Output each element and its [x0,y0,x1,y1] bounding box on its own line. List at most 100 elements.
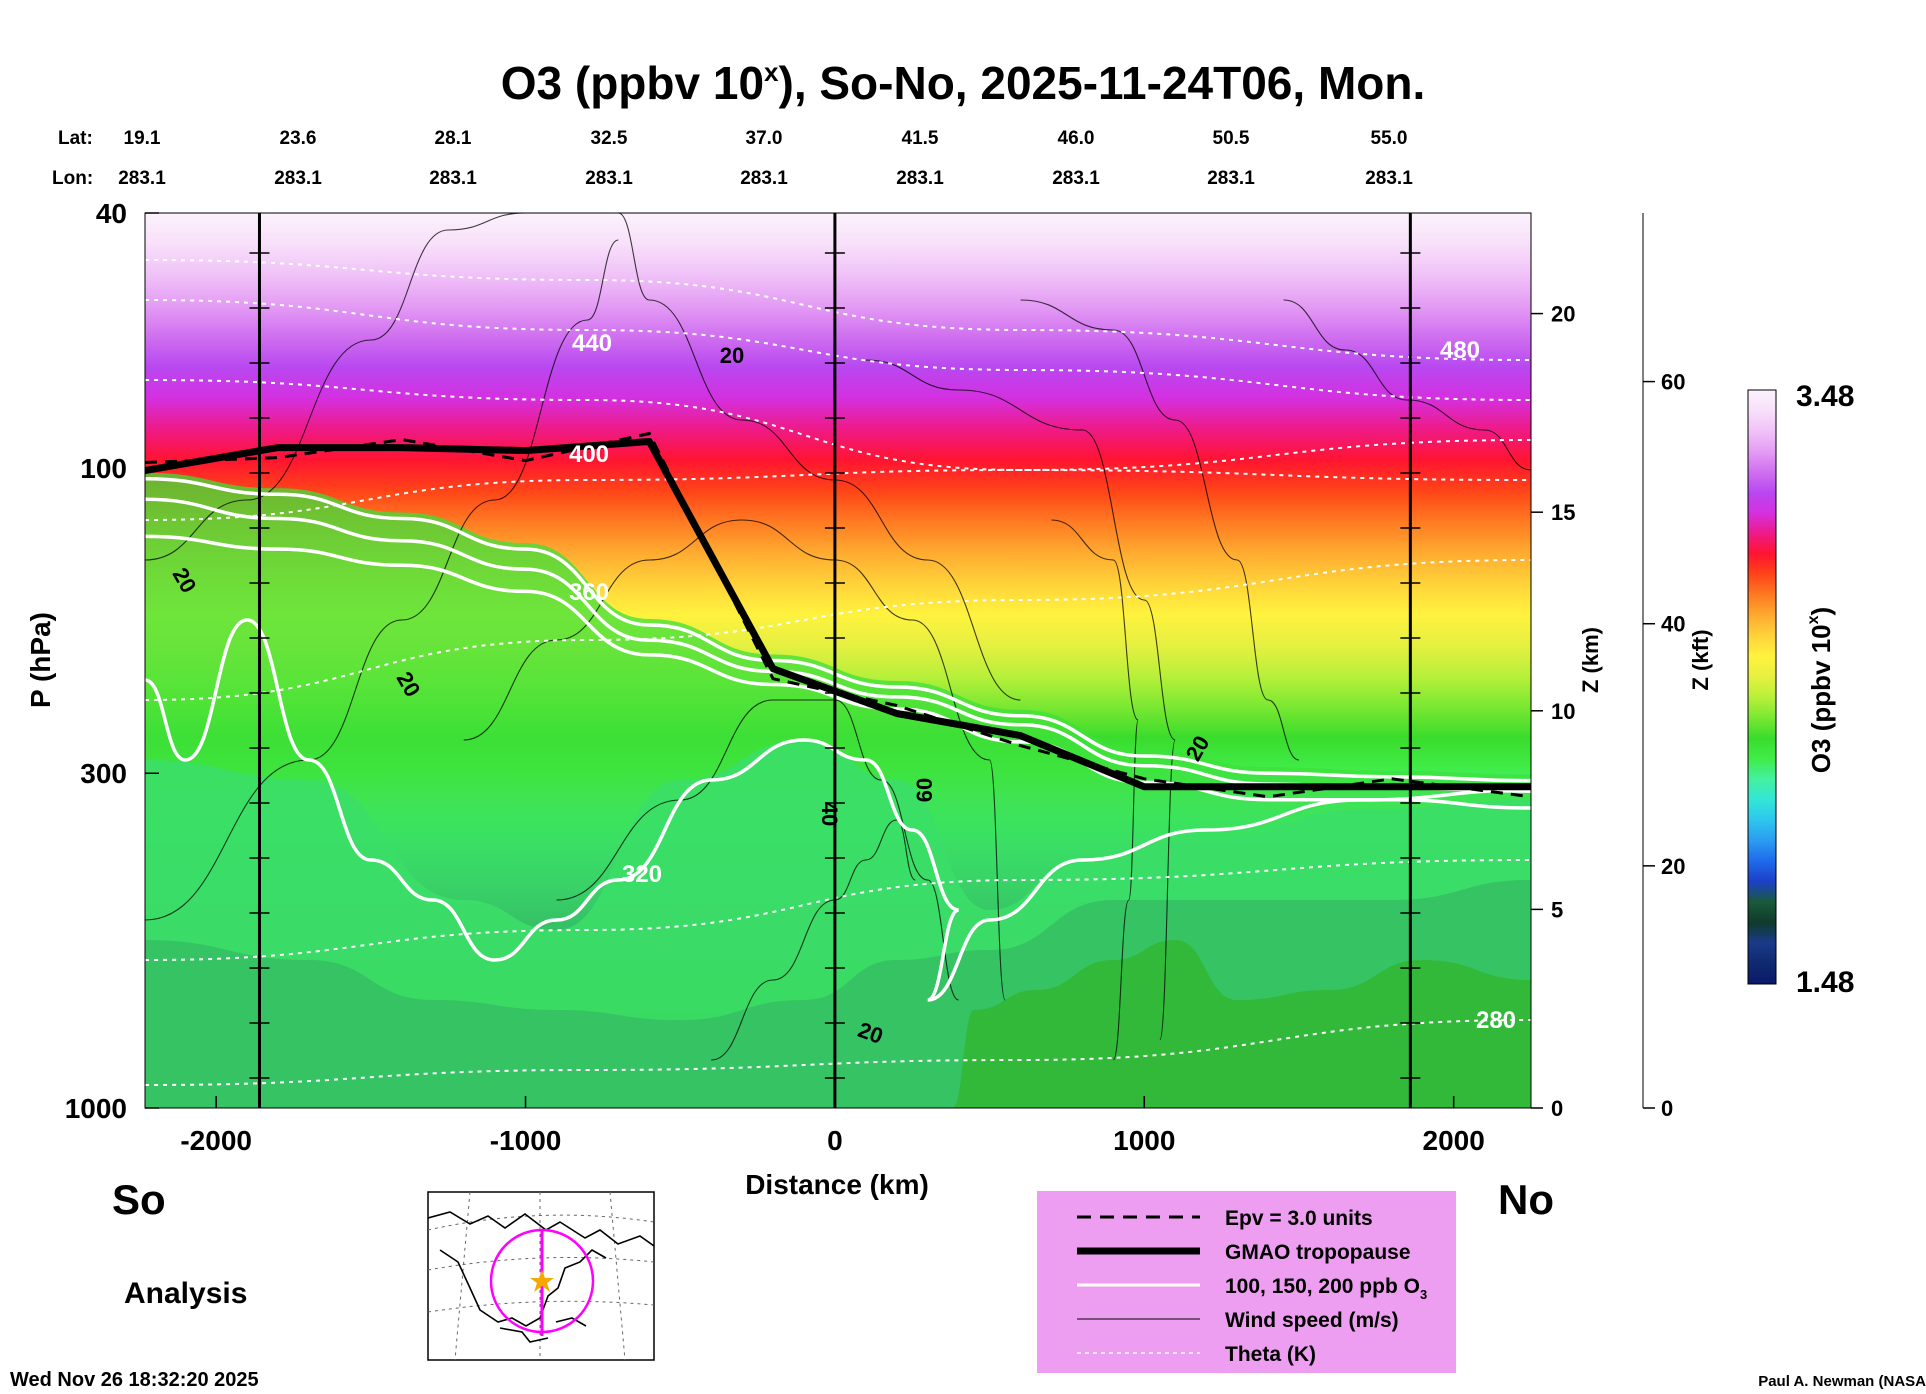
wind-label: 40 [817,802,842,826]
colorbar-label: O3 (ppbv 10x) [1805,607,1836,773]
theta-line [145,439,1531,521]
footer-timestamp: Wed Nov 26 18:32:20 2025 [10,1369,259,1391]
wind-contour [865,359,1176,1041]
legend-box [1037,1191,1456,1373]
legend-label: Epv = 3.0 units [1225,1207,1373,1230]
lat-value: 28.1 [435,128,472,149]
lon-value: 283.1 [1207,168,1255,189]
theta-line [145,1019,1531,1086]
colorbar-label-sup: x [1805,615,1822,624]
title-superscript: x [764,57,779,87]
z-kft-axis: 0 20 40 60 [1642,213,1685,1121]
north-end-label: No [1498,1176,1554,1223]
theta-line [145,299,1531,401]
lon-value: 283.1 [274,168,322,189]
wind-contour [618,213,1021,701]
wind-contour [711,819,916,1061]
x-tick-label: 0 [827,1125,843,1156]
x-axis: -2000 -1000 0 1000 2000 [180,1096,1485,1156]
lat-value: 50.5 [1213,128,1250,149]
wind-contour [145,213,526,561]
lon-value: 283.1 [1365,168,1413,189]
y-axis-label: P (hPa) [25,612,56,708]
ozone-contour [145,476,1531,783]
z-kft-tick-label: 60 [1661,370,1685,395]
wind-contour [1051,519,1139,1061]
z-km-label: Z (km) [1578,627,1603,693]
theta-line [145,259,1531,361]
colorbar-min: 1.48 [1796,966,1854,999]
lat-value: 46.0 [1058,128,1095,149]
lat-value: 41.5 [902,128,939,149]
y-tick-label: 40 [96,198,127,229]
lon-value: 283.1 [740,168,788,189]
z-kft-tick-label: 40 [1661,612,1685,637]
z-kft-tick-label: 0 [1661,1096,1673,1121]
analysis-label: Analysis [124,1277,247,1310]
legend-label: 100, 150, 200 ppb O3 [1225,1275,1427,1302]
x-tick-label: 1000 [1113,1125,1175,1156]
y-tick-label: 300 [80,758,127,789]
y-tick-label: 1000 [65,1093,127,1124]
theta-label: 440 [572,330,612,357]
x-tick-label: 2000 [1423,1125,1485,1156]
z-km-tick-label: 20 [1551,302,1575,327]
theta-label: 280 [1476,1007,1516,1034]
footer-credit: Paul A. Newman (NASA [1758,1373,1926,1390]
south-end-label: So [112,1176,166,1223]
colorbar: 3.48 1.48 O3 (ppbv 10x) [1747,380,1854,999]
lat-value: 37.0 [746,128,783,149]
lat-value: 32.5 [591,128,628,149]
x-tick-label: -2000 [180,1125,252,1156]
legend-label: Theta (K) [1225,1343,1316,1366]
wind-contour [1020,299,1300,761]
z-kft-label: Z (kft) [1688,629,1713,690]
y-tick-label: 100 [80,453,127,484]
wind-speed-contours [145,213,1531,1061]
lat-value: 55.0 [1371,128,1408,149]
legend-label: Wind speed (m/s) [1225,1309,1399,1332]
z-km-tick-label: 10 [1551,699,1575,724]
wind-label: 20 [720,343,744,368]
lon-value: 283.1 [429,168,477,189]
colorbar-max: 3.48 [1796,380,1854,413]
lat-lon-header: Lat: Lon: 19.1 23.6 28.1 32.5 37.0 41.5 46.0 50… [52,128,1413,189]
theta-line [145,859,1531,961]
map-center-star [530,1270,554,1292]
legend: Epv = 3.0 units GMAO tropopause 100, 150, … [1037,1191,1456,1373]
upper-tropospheric-green-field [145,472,1531,1108]
theta-label: 320 [622,861,662,888]
x-tick-label: -1000 [490,1125,562,1156]
wind-label: 60 [912,778,937,802]
lat-label: Lat: [58,128,93,149]
lon-value: 283.1 [1052,168,1100,189]
ozone-contour [145,534,1531,810]
vertical-guide-lines [249,213,1421,1108]
theta-label: 480 [1440,337,1480,364]
z-km-tick-label: 5 [1551,897,1563,922]
theta-label: 360 [569,579,609,606]
theta-lines [145,259,1531,1086]
lon-value: 283.1 [585,168,633,189]
theta-label: 400 [569,441,609,468]
theta-line [145,379,1531,481]
wind-contour [1283,299,1531,471]
ozone-contour [145,618,1531,1002]
legend-label: GMAO tropopause [1225,1241,1411,1264]
chart-title: O3 (ppbv 10x), So-No, 2025-11-24T06, Mon… [501,57,1426,109]
y-axis: 40 100 300 1000 [65,198,159,1124]
lon-value: 283.1 [896,168,944,189]
lat-value: 23.6 [280,128,317,149]
z-km-tick-label: 15 [1551,500,1575,525]
lat-value: 19.1 [124,128,161,149]
z-km-tick-label: 0 [1551,1096,1563,1121]
z-kft-tick-label: 20 [1661,854,1685,879]
z-km-axis: 0 5 10 15 20 [1530,213,1575,1121]
lon-label: Lon: [52,168,93,189]
legend-subscript: 3 [1420,1287,1427,1302]
colorbar-strip [1747,389,1777,985]
inset-map [427,1191,655,1361]
lon-value: 283.1 [118,168,166,189]
